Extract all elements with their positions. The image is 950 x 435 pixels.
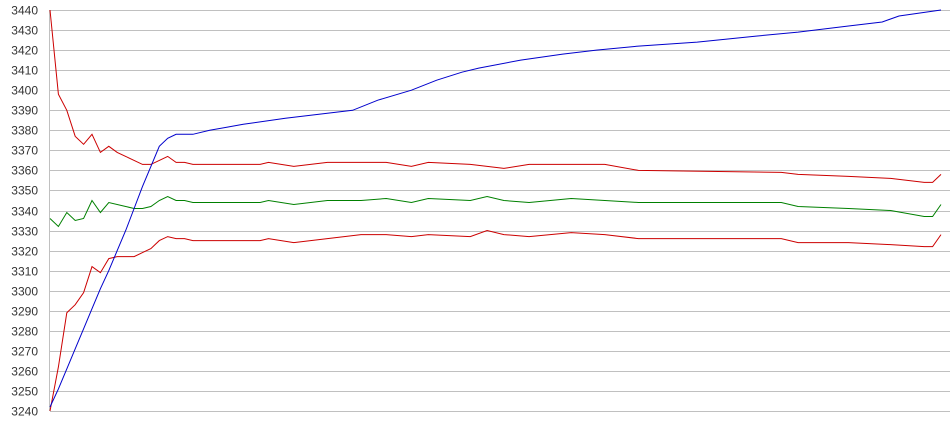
- y-tick-label: 3280: [11, 325, 38, 339]
- y-tick-label: 3410: [11, 64, 38, 78]
- y-tick-label: 3330: [11, 225, 38, 239]
- y-tick-label: 3420: [11, 44, 38, 58]
- y-tick-label: 3440: [11, 4, 38, 18]
- y-tick-label: 3400: [11, 84, 38, 98]
- y-tick-label: 3290: [11, 305, 38, 319]
- y-tick-label: 3380: [11, 124, 38, 138]
- y-axis-tick-labels: 3240 3250 3260 3270 3280 3290 3300 3310 3320 3330…: [11, 4, 38, 419]
- y-tick-label: 3340: [11, 205, 38, 219]
- series-lines: [49, 9, 942, 412]
- y-tick-label: 3360: [11, 164, 38, 178]
- series-line-3: [49, 9, 942, 408]
- y-tick-label: 3270: [11, 345, 38, 359]
- y-tick-label: 3310: [11, 265, 38, 279]
- y-tick-label: 3260: [11, 365, 38, 379]
- series-line-2: [49, 229, 942, 412]
- y-tick-label: 3370: [11, 144, 38, 158]
- series-line-1: [49, 195, 942, 228]
- y-tick-label: 3240: [11, 405, 38, 419]
- y-tick-label: 3430: [11, 24, 38, 38]
- series-line-0: [49, 9, 942, 183]
- y-tick-label: 3250: [11, 385, 38, 399]
- y-tick-label: 3320: [11, 245, 38, 259]
- y-tick-label: 3350: [11, 184, 38, 198]
- grid-lines: [50, 10, 950, 412]
- y-tick-label: 3390: [11, 104, 38, 118]
- y-tick-label: 3300: [11, 285, 38, 299]
